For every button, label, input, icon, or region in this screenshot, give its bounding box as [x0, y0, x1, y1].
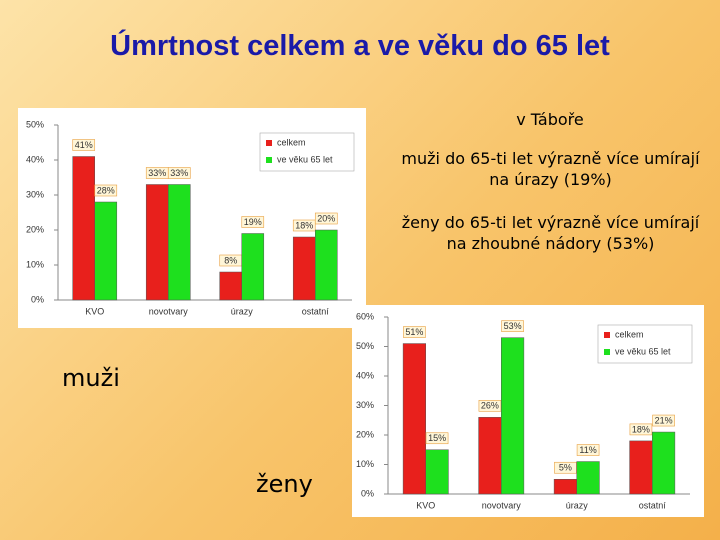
x-tick-label: novotvary	[482, 500, 522, 510]
value-label: 28%	[97, 185, 115, 195]
bar	[501, 337, 525, 495]
y-tick-label: 0%	[31, 294, 44, 304]
men-label: muži	[62, 364, 120, 392]
bar	[292, 236, 316, 301]
bar	[145, 184, 169, 301]
x-tick-label: KVO	[416, 500, 435, 510]
y-tick-label: 20%	[356, 429, 374, 439]
value-label: 11%	[579, 445, 596, 455]
value-label-box	[501, 320, 524, 332]
note: ženy do 65-ti let výrazně více umírají n…	[401, 213, 700, 253]
value-label: 41%	[75, 140, 93, 150]
value-label: 18%	[632, 424, 650, 434]
value-label-box	[72, 139, 96, 151]
value-label: 15%	[428, 433, 446, 443]
value-label-box	[314, 212, 338, 225]
bar	[629, 440, 653, 495]
legend-label: celkem	[615, 329, 644, 339]
legend-label: ve věku 65 let	[615, 346, 671, 356]
y-tick-label: 20%	[26, 224, 44, 234]
value-label-box	[167, 167, 191, 179]
subtitle: v Táboře	[516, 110, 584, 129]
bar	[652, 431, 676, 495]
value-label: 5%	[559, 463, 572, 473]
legend-label: ve věku 65 let	[277, 154, 333, 164]
value-label-box	[652, 414, 675, 427]
note: muži do 65-ti let výrazně více umírají n…	[401, 149, 700, 189]
value-label: 33%	[170, 168, 188, 178]
y-tick-label: 50%	[26, 119, 44, 129]
value-label-box	[425, 432, 449, 445]
y-tick-label: 0%	[361, 488, 374, 498]
bar	[94, 201, 118, 301]
slide-title: Úmrtnost celkem a ve věku do 65 let	[110, 30, 610, 62]
value-label: 33%	[148, 168, 166, 178]
bar	[402, 343, 427, 495]
legend-box	[597, 324, 693, 364]
value-label: 8%	[224, 255, 237, 265]
x-tick-label: úrazy	[566, 500, 589, 510]
bar	[425, 449, 449, 495]
legend-swatch	[266, 157, 272, 163]
x-tick-label: KVO	[85, 306, 104, 316]
legend-swatch	[604, 332, 610, 338]
y-tick-label: 50%	[356, 341, 374, 351]
y-tick-label: 30%	[356, 400, 374, 410]
x-tick-label: ostatní	[302, 306, 330, 316]
x-tick-label: ostatní	[639, 500, 667, 510]
value-label-box	[554, 461, 577, 474]
y-tick-label: 60%	[356, 311, 374, 321]
y-tick-label: 40%	[356, 370, 374, 380]
value-label: 21%	[655, 415, 673, 425]
value-label-box	[292, 219, 316, 232]
bar	[241, 233, 265, 301]
y-tick-label: 10%	[356, 459, 374, 469]
bar	[72, 156, 95, 301]
bar	[219, 271, 242, 301]
bar	[478, 417, 502, 495]
bar	[315, 229, 338, 301]
women-label: ženy	[256, 470, 313, 498]
bar	[168, 184, 191, 301]
value-label-box	[241, 216, 265, 228]
x-tick-label: úrazy	[231, 306, 254, 316]
value-label-box	[576, 444, 600, 456]
y-tick-label: 10%	[26, 259, 44, 269]
legend-swatch	[604, 349, 610, 355]
x-tick-label: novotvary	[149, 306, 189, 316]
bar	[553, 479, 577, 495]
y-tick-label: 30%	[26, 189, 44, 199]
value-label: 19%	[244, 217, 262, 227]
value-label-box	[94, 184, 118, 197]
value-label: 26%	[481, 401, 499, 411]
value-label: 53%	[504, 321, 522, 331]
value-label: 51%	[405, 327, 423, 337]
value-label-box	[478, 399, 502, 412]
legend-swatch	[266, 140, 272, 146]
value-label: 20%	[317, 213, 335, 223]
legend-box	[259, 132, 355, 172]
value-label-box	[629, 423, 653, 436]
legend-label: celkem	[277, 137, 306, 147]
y-tick-label: 40%	[26, 154, 44, 164]
value-label-box	[403, 326, 426, 338]
value-label: 18%	[295, 220, 313, 230]
bar	[576, 461, 600, 495]
